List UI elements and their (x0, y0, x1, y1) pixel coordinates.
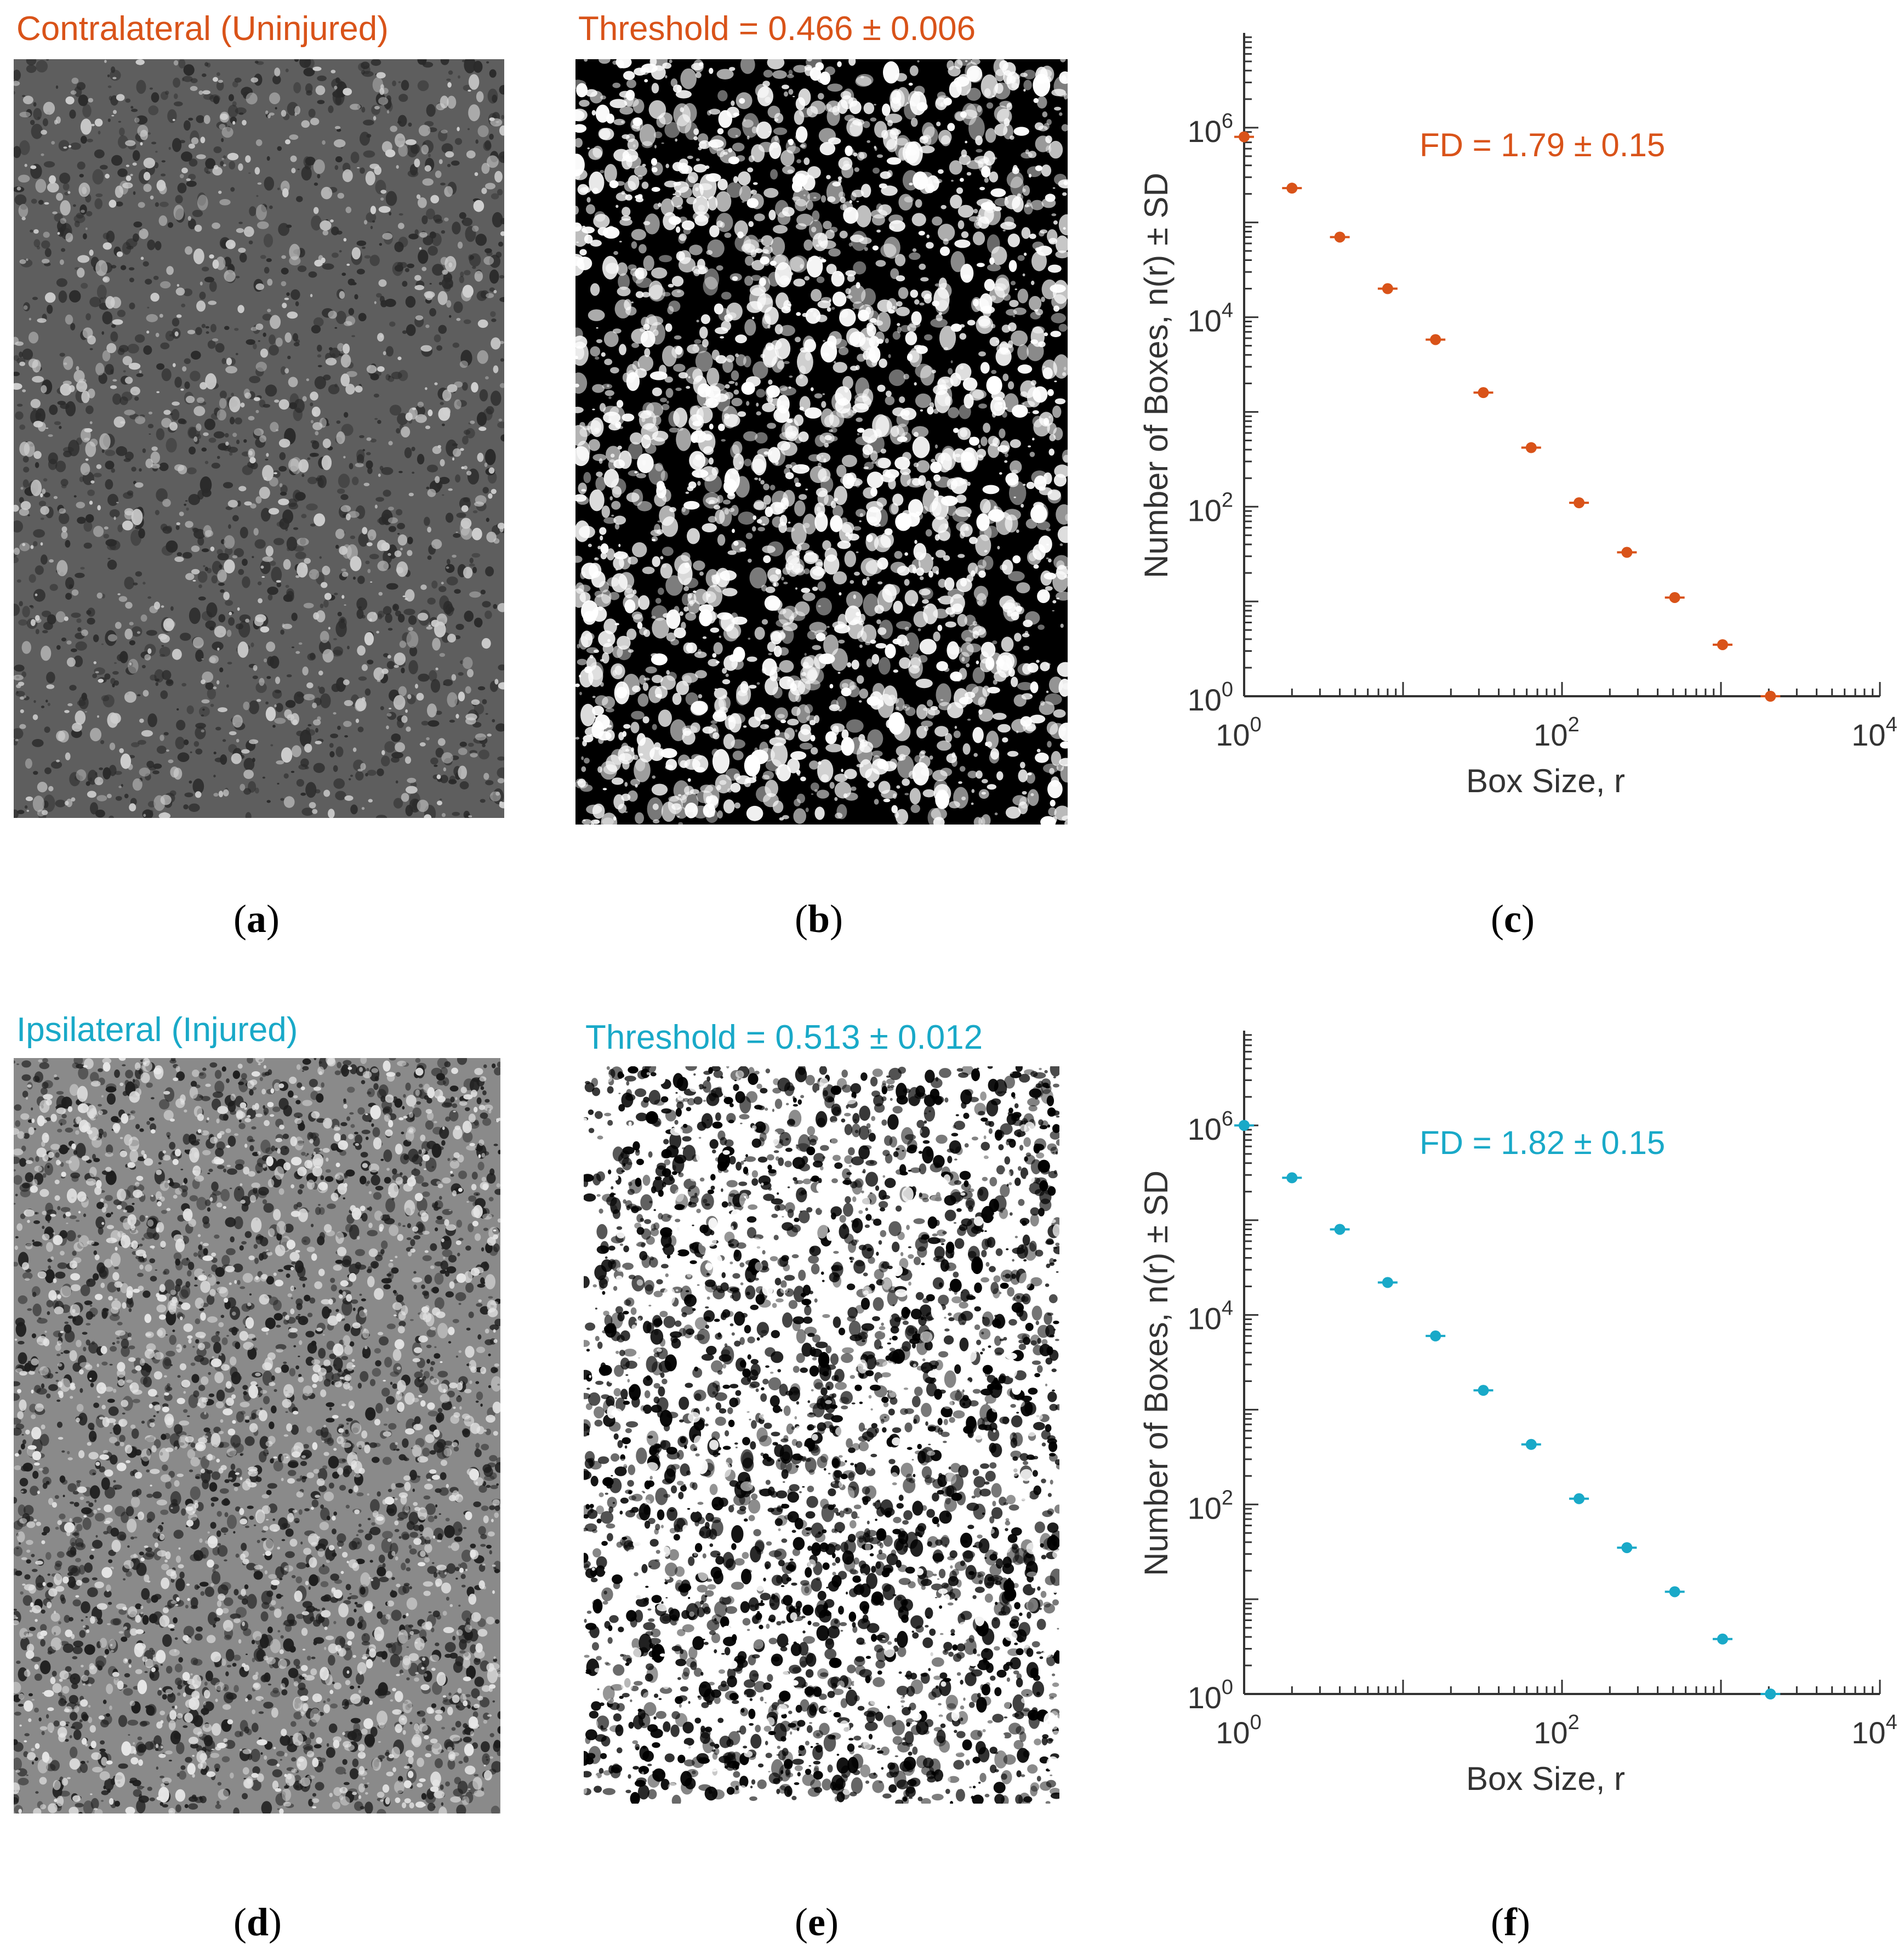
uninjured-threshold-title: Threshold = 0.466 ± 0.006 (578, 10, 976, 48)
c-fd-annotation: FD = 1.79 ± 0.15 (1420, 127, 1665, 163)
f-y-tick-label: 100 (1188, 1676, 1233, 1715)
c-y-tick-label: 100 (1188, 678, 1233, 717)
c-data-point (1478, 387, 1489, 399)
f-x-tick-label: 102 (1534, 1711, 1579, 1750)
caption-e: (e) (795, 1900, 839, 1944)
f-fd-annotation: FD = 1.82 ± 0.15 (1420, 1124, 1665, 1161)
f-x-tick-label: 104 (1851, 1711, 1897, 1750)
f-y-tick-label: 104 (1188, 1297, 1233, 1336)
c-data-point (1382, 283, 1393, 294)
c-data-point (1669, 592, 1680, 603)
f-data-point (1239, 1119, 1250, 1131)
c-x-tick-label: 100 (1216, 713, 1261, 752)
uninjured-micrograph (14, 59, 504, 818)
c-data-point (1430, 334, 1441, 345)
c-x-tick-label: 102 (1534, 713, 1579, 752)
injured-binary-image (584, 1066, 1059, 1804)
f-data-point (1669, 1586, 1680, 1597)
c-data-point (1717, 639, 1728, 650)
c-x-tick-label: 104 (1851, 713, 1897, 752)
f-y-tick-label: 106 (1188, 1107, 1233, 1146)
caption-f: (f) (1491, 1900, 1530, 1944)
caption-d: (d) (233, 1900, 282, 1944)
c-y-tick-label: 106 (1188, 110, 1233, 149)
injured-micrograph (14, 1058, 500, 1813)
c-data-point (1621, 547, 1633, 558)
injured-fd-chart: 100 102 104 100 102 104 106 Box Size, r Number o… (1138, 1031, 1897, 1797)
c-y-tick-label: 104 (1188, 299, 1233, 338)
f-data-point (1382, 1277, 1393, 1288)
f-data-point (1525, 1439, 1537, 1450)
caption-a: (a) (233, 897, 280, 941)
caption-b: (b) (795, 897, 843, 941)
f-x-label: Box Size, r (1466, 1760, 1625, 1797)
f-data-point (1765, 1689, 1776, 1699)
uninjured-binary-image (575, 59, 1068, 825)
f-y-tick-label: 102 (1188, 1486, 1233, 1525)
injured-image-title: Ipsilateral (Injured) (16, 1011, 298, 1049)
f-data-point (1430, 1330, 1441, 1341)
c-data-point (1239, 131, 1250, 143)
c-data-point (1765, 691, 1776, 702)
f-data-point (1621, 1542, 1633, 1554)
c-y-label: Number of Boxes, n(r) ± SD (1138, 173, 1175, 578)
f-data-point (1574, 1493, 1585, 1504)
c-data-point (1574, 497, 1585, 509)
c-y-tick-label: 102 (1188, 488, 1233, 527)
f-y-label: Number of Boxes, n(r) ± SD (1138, 1170, 1175, 1576)
caption-c: (c) (1491, 897, 1535, 941)
uninjured-image-title: Contralateral (Uninjured) (16, 10, 389, 48)
c-x-label: Box Size, r (1466, 763, 1625, 799)
c-data-point (1286, 183, 1298, 194)
c-data-point (1525, 442, 1537, 453)
c-data-point (1334, 231, 1346, 243)
uninjured-fd-chart: 100 102 104 100 102 104 106 Box Size, r Number o… (1138, 33, 1897, 799)
f-data-point (1478, 1385, 1489, 1396)
f-data-point (1717, 1633, 1728, 1645)
injured-threshold-title: Threshold = 0.513 ± 0.012 (585, 1019, 983, 1056)
f-data-point (1286, 1172, 1298, 1184)
f-data-point (1334, 1224, 1346, 1235)
f-x-tick-label: 100 (1216, 1711, 1261, 1750)
